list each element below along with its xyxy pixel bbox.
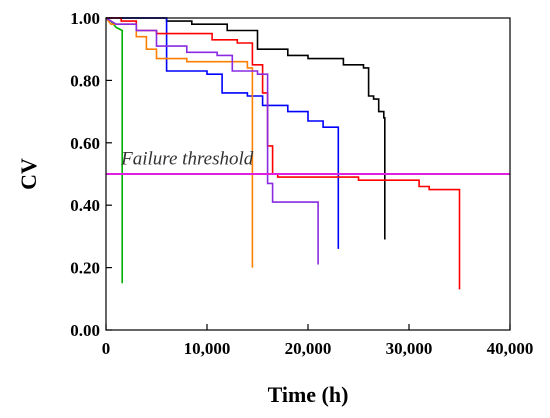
x-tick-label: 30,000 bbox=[386, 339, 433, 358]
series-line-1 bbox=[105, 17, 123, 284]
series-line-2 bbox=[106, 17, 386, 240]
x-tick-label: 20,000 bbox=[285, 339, 332, 358]
x-axis: 0 10,000 20,000 30,000 40,000 bbox=[102, 324, 534, 358]
x-tick-label: 10,000 bbox=[184, 339, 231, 358]
y-axis: 0.00 0.20 0.40 0.60 0.80 1.00 bbox=[70, 9, 112, 340]
y-tick-label: 0.60 bbox=[70, 134, 100, 153]
y-tick-label: 0.80 bbox=[70, 71, 100, 90]
y-tick-label: 0.20 bbox=[70, 259, 100, 278]
y-axis-title: CV bbox=[16, 158, 41, 190]
y-tick-label: 0.00 bbox=[70, 321, 100, 340]
x-tick-label: 0 bbox=[102, 339, 111, 358]
failure-threshold-label: Failure threshold bbox=[120, 149, 254, 170]
y-tick-label: 1.00 bbox=[70, 9, 100, 28]
y-tick-label: 0.40 bbox=[70, 196, 100, 215]
series-line-6 bbox=[105, 17, 319, 265]
series-layer bbox=[105, 17, 461, 290]
x-tick-label: 40,000 bbox=[487, 339, 534, 358]
x-axis-title: Time (h) bbox=[268, 382, 349, 407]
series-line-3 bbox=[106, 17, 340, 249]
